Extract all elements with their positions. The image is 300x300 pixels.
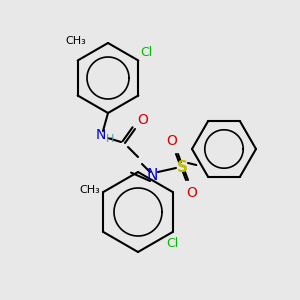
Text: N: N xyxy=(96,128,106,142)
Text: Cl: Cl xyxy=(167,237,179,250)
Text: Cl: Cl xyxy=(140,46,153,59)
Text: O: O xyxy=(187,186,197,200)
Text: CH₃: CH₃ xyxy=(80,185,100,195)
Text: H: H xyxy=(106,134,114,144)
Text: S: S xyxy=(176,160,188,175)
Text: N: N xyxy=(146,167,158,182)
Text: CH₃: CH₃ xyxy=(66,36,86,46)
Text: O: O xyxy=(167,134,177,148)
Text: O: O xyxy=(137,113,148,127)
